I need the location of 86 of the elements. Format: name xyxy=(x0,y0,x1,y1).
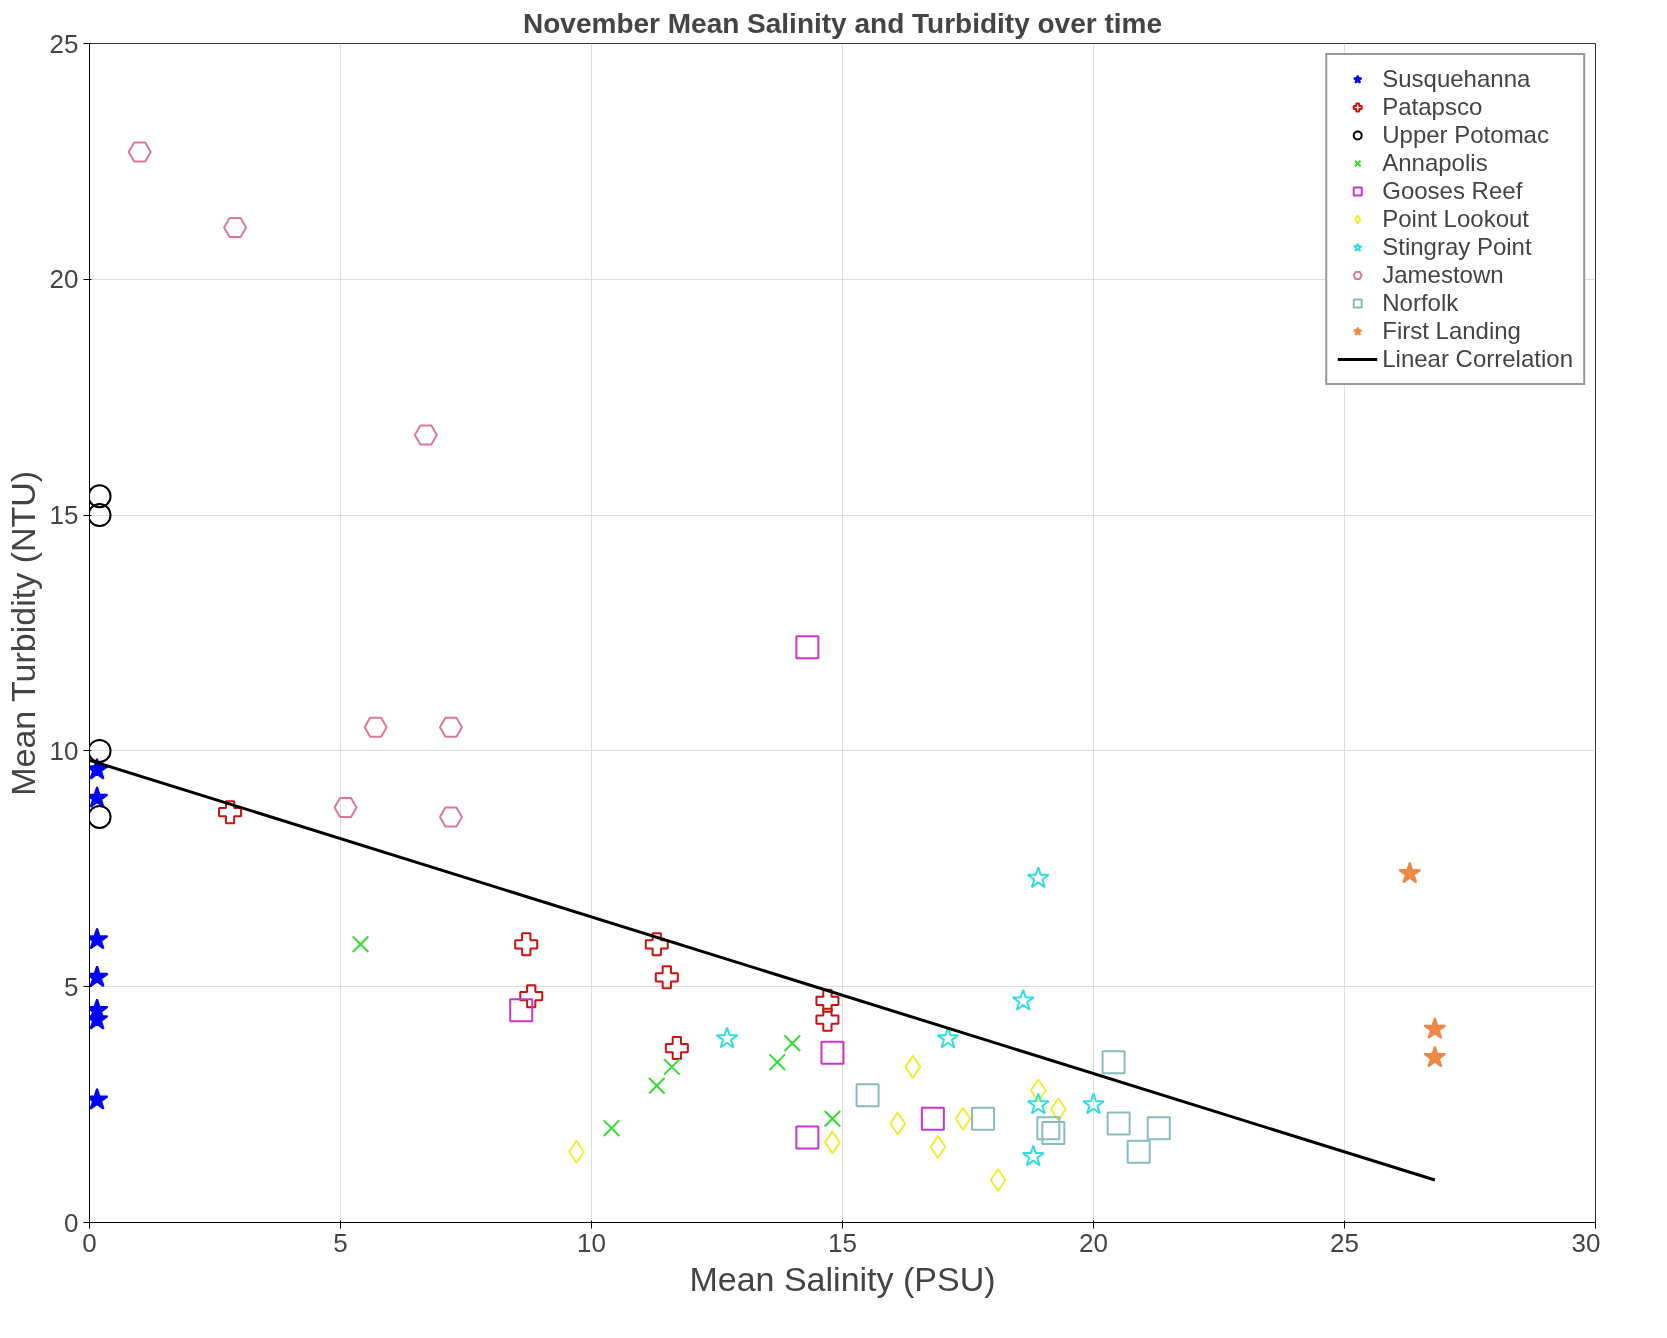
y-tick-label: 0 xyxy=(64,1207,79,1238)
point xyxy=(1036,1116,1061,1141)
legend-label: Susquehanna xyxy=(1382,65,1531,93)
x-tick-label: 5 xyxy=(333,1227,348,1258)
legend-label: First Landing xyxy=(1382,317,1521,345)
point xyxy=(795,1125,820,1150)
point xyxy=(1101,1050,1126,1075)
point xyxy=(823,1109,842,1128)
point xyxy=(1146,1116,1171,1141)
point xyxy=(783,1034,802,1053)
point xyxy=(89,927,109,950)
point xyxy=(438,716,463,738)
y-tick-label: 15 xyxy=(49,500,79,531)
point xyxy=(1423,1017,1447,1040)
point xyxy=(889,1111,907,1136)
point xyxy=(1126,1139,1151,1164)
point xyxy=(654,965,679,990)
point xyxy=(363,716,388,738)
point xyxy=(936,1026,960,1049)
point xyxy=(1021,1144,1045,1167)
legend-label: Point Lookout xyxy=(1382,205,1529,233)
point xyxy=(413,424,438,446)
legend-label: Jamestown xyxy=(1382,261,1504,289)
point xyxy=(89,503,112,528)
y-axis-title: Mean Turbidity (NTU) xyxy=(3,470,42,796)
point xyxy=(514,932,539,957)
legend-label: Linear Correlation xyxy=(1382,345,1573,373)
point xyxy=(1026,866,1050,889)
y-tick-label: 20 xyxy=(49,264,79,295)
x-tick-label: 10 xyxy=(577,1227,606,1258)
point xyxy=(218,800,243,825)
point xyxy=(1398,861,1422,884)
point xyxy=(929,1135,947,1160)
point xyxy=(989,1168,1007,1193)
point xyxy=(333,796,358,819)
point xyxy=(855,1083,880,1108)
x-axis-title: Mean Salinity (PSU) xyxy=(689,1259,996,1298)
legend-label: Norfolk xyxy=(1382,289,1459,317)
point xyxy=(820,1040,845,1065)
point xyxy=(1026,1092,1050,1115)
point xyxy=(223,216,248,238)
legend-label: Gooses Reef xyxy=(1382,177,1523,205)
point xyxy=(663,1058,681,1076)
point xyxy=(1029,1078,1047,1103)
y-tick-label: 25 xyxy=(49,28,79,59)
point xyxy=(971,1106,996,1131)
point xyxy=(509,998,534,1023)
chart-title: November Mean Salinity and Turbidity over time xyxy=(523,7,1162,39)
point xyxy=(1011,988,1035,1011)
point xyxy=(664,1036,689,1061)
point xyxy=(519,984,544,1009)
point xyxy=(1082,1092,1105,1115)
point xyxy=(815,988,840,1013)
point xyxy=(954,1106,972,1131)
point xyxy=(89,484,112,509)
x-tick-label: 30 xyxy=(1571,1227,1601,1258)
legend-label: Upper Potomac xyxy=(1382,121,1549,149)
point xyxy=(89,1087,109,1110)
x-tick-label: 15 xyxy=(828,1227,857,1258)
point xyxy=(438,806,463,828)
point xyxy=(89,738,112,763)
point xyxy=(715,1026,739,1049)
x-tick-label: 25 xyxy=(1330,1227,1359,1258)
point xyxy=(1106,1111,1131,1136)
y-tick-label: 5 xyxy=(64,971,79,1002)
point xyxy=(89,757,109,780)
point xyxy=(127,141,152,163)
point xyxy=(89,786,109,808)
legend-label: Stingray Point xyxy=(1382,233,1532,261)
legend-label: Annapolis xyxy=(1382,149,1488,177)
point xyxy=(644,932,669,957)
y-tick-label: 10 xyxy=(49,735,79,766)
point xyxy=(1423,1045,1447,1068)
point xyxy=(351,935,370,954)
point xyxy=(89,804,112,829)
point xyxy=(815,1007,840,1032)
point xyxy=(920,1106,945,1131)
point xyxy=(1041,1120,1066,1145)
point xyxy=(602,1119,621,1137)
point xyxy=(768,1053,787,1071)
point xyxy=(647,1076,666,1095)
point xyxy=(89,965,109,988)
point xyxy=(904,1054,922,1079)
legend-label: Patapsco xyxy=(1382,93,1483,121)
point xyxy=(795,635,820,660)
x-tick-label: 20 xyxy=(1079,1227,1108,1258)
